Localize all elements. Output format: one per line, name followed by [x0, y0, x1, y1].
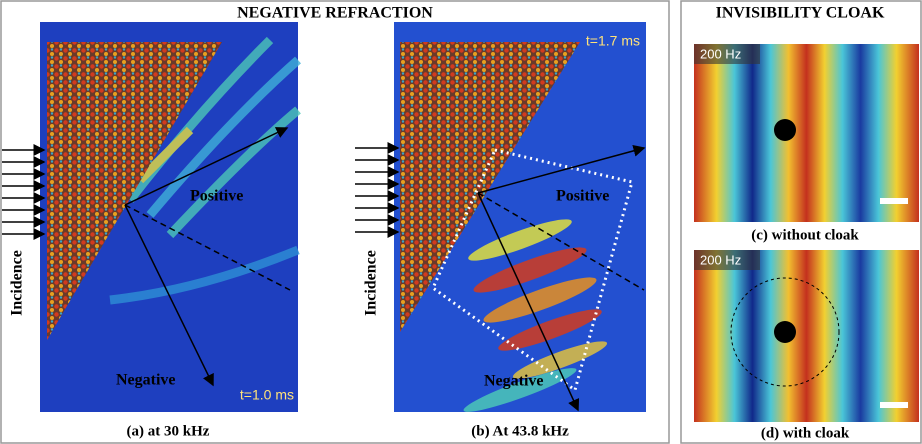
time-label: t=1.7 ms [586, 33, 640, 49]
frequency-label: 200 Hz [700, 46, 741, 61]
panel-caption: (b) At 43.8 kHz [471, 423, 569, 439]
panel-c: 200 Hz (c) without cloak [694, 44, 919, 243]
positive-label: Positive [556, 188, 609, 205]
negative-label: Negative [484, 373, 544, 390]
frequency-label: 200 Hz [700, 252, 741, 267]
panel-caption: (a) at 30 kHz [127, 423, 210, 439]
panel-d: 200 Hz (d) with cloak [694, 250, 919, 441]
positive-label: Positive [190, 188, 243, 205]
negative-label: Negative [116, 372, 176, 389]
section-title: NEGATIVE REFRACTION [237, 5, 433, 22]
panel-a: Positive Negative t=1.0 ms Incidence (a)… [2, 22, 298, 439]
incidence-label: Incidence [9, 250, 26, 316]
panel-b: Positive Negative t=1.7 ms Incidence (b)… [355, 22, 646, 439]
incidence-label: Incidence [363, 250, 380, 316]
figure: NEGATIVE REFRACTION Positive Negative t=… [0, 0, 922, 444]
panel-caption: (c) without cloak [751, 227, 859, 243]
time-label: t=1.0 ms [240, 387, 294, 403]
section-title: INVISIBILITY CLOAK [716, 5, 885, 22]
panel-caption: (d) with cloak [761, 425, 850, 441]
